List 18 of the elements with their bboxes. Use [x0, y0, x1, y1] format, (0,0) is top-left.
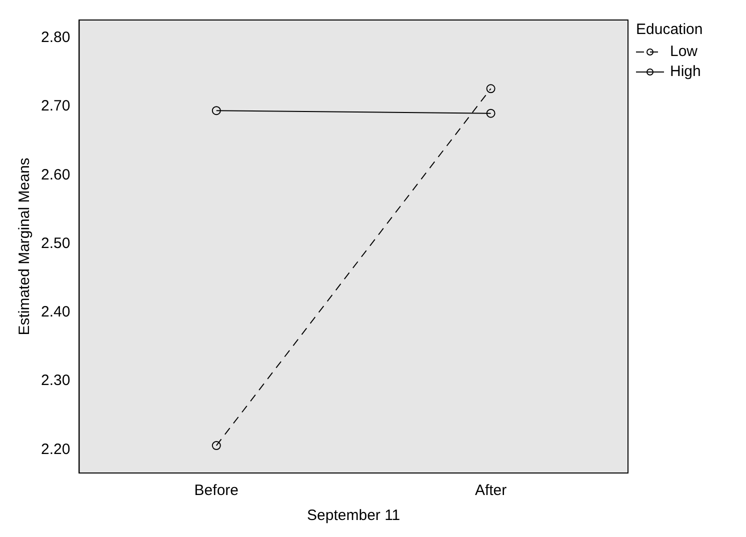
y-tick-label: 2.40: [40, 304, 70, 321]
x-tick-label: After: [474, 482, 507, 500]
x-axis-title: September 11: [307, 507, 400, 524]
y-tick-label: 2.30: [40, 372, 70, 390]
point: [486, 84, 496, 94]
y-tick-label: 2.70: [40, 98, 70, 115]
y-tick-label: 2.50: [40, 234, 70, 252]
point: [486, 108, 496, 118]
y-tick-label: 2.80: [40, 28, 70, 46]
y-axis-title: Estimated Marginal Means: [16, 158, 34, 336]
legend-label: Low: [670, 43, 698, 60]
point: [212, 441, 221, 450]
x-tick-label: Before: [194, 482, 238, 500]
legend-label: High: [670, 63, 701, 80]
y-tick-label: 2.60: [40, 166, 70, 184]
point: [212, 106, 221, 116]
legend-title: Education: [636, 21, 703, 38]
y-tick-label: 2.20: [40, 440, 70, 458]
